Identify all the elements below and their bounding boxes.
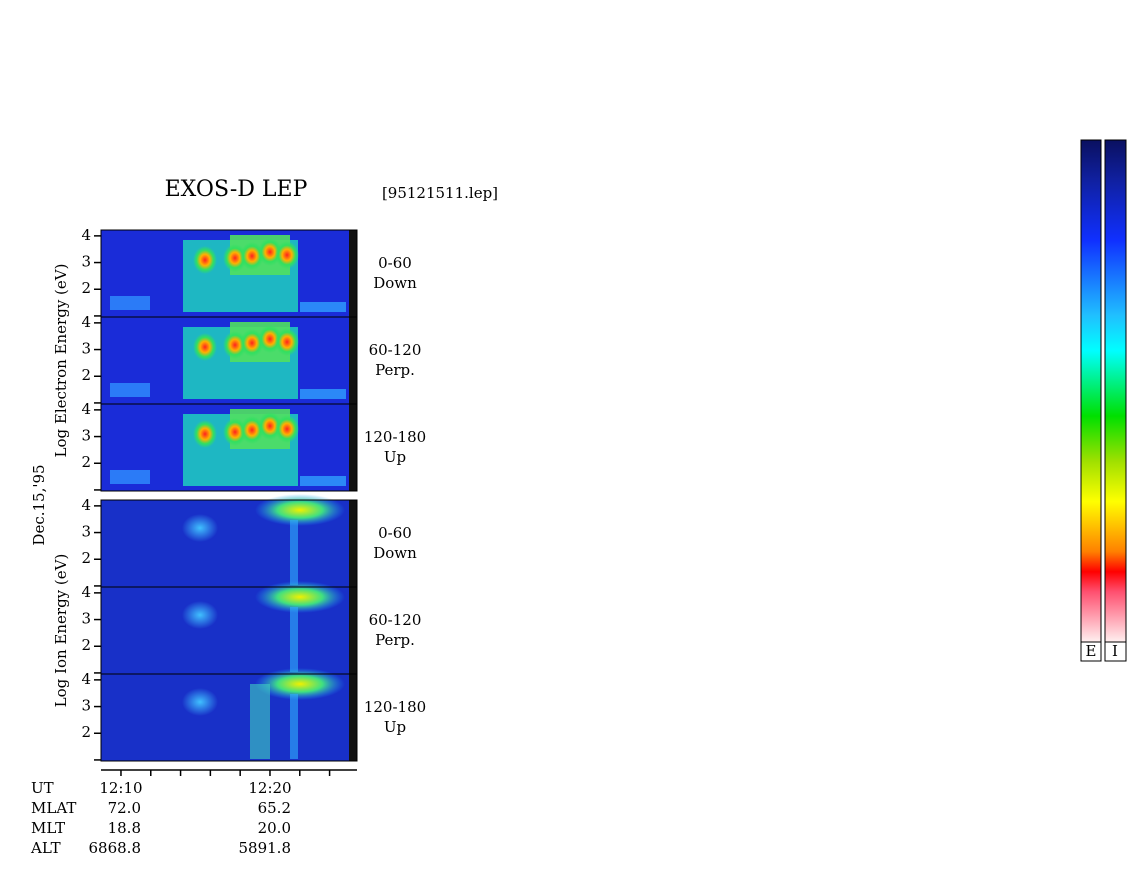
- y-tick-label: 3: [81, 523, 91, 541]
- ephemeris-value: 20.0: [258, 819, 291, 837]
- y-tick-label: 4: [81, 313, 91, 331]
- panel-label: Perp.: [375, 631, 415, 649]
- colorbar-label: E: [1086, 642, 1097, 660]
- panel-label: 120-180: [364, 428, 426, 446]
- low-energy-band: [110, 383, 150, 397]
- chart-title: EXOS-D LEP: [165, 177, 308, 202]
- intensity-peak: [240, 329, 264, 357]
- colorbar-label: I: [1112, 642, 1118, 660]
- panel-label: 120-180: [364, 698, 426, 716]
- ephemeris-label: MLAT: [31, 799, 76, 817]
- y-tick-label: 3: [81, 427, 91, 445]
- panel-label: 0-60: [378, 254, 412, 272]
- intensity-region: [182, 601, 218, 629]
- y-tick-label: 2: [81, 366, 91, 384]
- panel-label: Down: [373, 274, 417, 292]
- ephemeris-value: 6868.8: [89, 839, 142, 857]
- y-tick-label: 2: [81, 549, 91, 567]
- panel-label: Down: [373, 544, 417, 562]
- date-label: Dec.15,'95: [30, 464, 48, 545]
- panel-label: 60-120: [369, 341, 422, 359]
- x-tick-label: 12:10: [99, 779, 142, 797]
- colorbar-label-box: [1104, 641, 1127, 662]
- intensity-region: [182, 688, 218, 716]
- x-tick-label: 12:20: [248, 779, 291, 797]
- intensity-peak: [275, 241, 299, 269]
- intensity-peak: [240, 416, 264, 444]
- panel-label: 60-120: [369, 611, 422, 629]
- data-gap: [349, 674, 357, 761]
- low-energy-band: [110, 470, 150, 484]
- panel-frame: [100, 403, 358, 492]
- ephemeris-label: UT: [31, 779, 54, 797]
- y-tick-label: 4: [81, 496, 91, 514]
- ephemeris-label: MLT: [31, 819, 65, 837]
- y-tick-label: 4: [81, 400, 91, 418]
- ephemeris-label: ALT: [30, 839, 61, 857]
- low-energy-band: [110, 296, 150, 310]
- y-axis-label: Log Electron Energy (eV): [52, 264, 70, 458]
- panel-frame: [100, 673, 358, 762]
- y-tick-label: 3: [81, 697, 91, 715]
- panel-label: Perp.: [375, 361, 415, 379]
- file-label: [95121511.lep]: [382, 184, 498, 202]
- intensity-region: [255, 581, 345, 613]
- colorbar: [1104, 139, 1127, 643]
- ephemeris-value: 5891.8: [239, 839, 292, 857]
- intensity-streak: [250, 684, 270, 759]
- panel-label: Up: [384, 448, 406, 466]
- intensity-region: [255, 668, 345, 700]
- y-tick-label: 4: [81, 226, 91, 244]
- intensity-streak: [290, 520, 298, 585]
- intensity-streak: [290, 694, 298, 759]
- y-tick-label: 2: [81, 279, 91, 297]
- intensity-peak: [193, 420, 217, 448]
- low-energy-band: [300, 476, 346, 486]
- low-energy-band: [300, 302, 346, 312]
- intensity-peak: [275, 328, 299, 356]
- y-tick-label: 3: [81, 610, 91, 628]
- data-gap: [349, 587, 357, 674]
- panel-label: 0-60: [378, 524, 412, 542]
- ephemeris-value: 18.8: [108, 819, 141, 837]
- y-tick-label: 4: [81, 670, 91, 688]
- intensity-peak: [240, 242, 264, 270]
- y-tick-label: 3: [81, 253, 91, 271]
- data-gap: [349, 500, 357, 587]
- intensity-peak: [275, 415, 299, 443]
- y-tick-label: 2: [81, 723, 91, 741]
- y-tick-label: 2: [81, 453, 91, 471]
- y-tick-label: 3: [81, 340, 91, 358]
- intensity-streak: [290, 607, 298, 672]
- y-axis-label: Log Ion Energy (eV): [52, 554, 70, 708]
- intensity-peak: [193, 246, 217, 274]
- ephemeris-value: 65.2: [258, 799, 291, 817]
- intensity-region: [255, 494, 345, 526]
- data-gap: [349, 317, 357, 404]
- y-tick-label: 2: [81, 636, 91, 654]
- ephemeris-value: 72.0: [108, 799, 141, 817]
- intensity-region: [182, 514, 218, 542]
- colorbar: [1080, 139, 1102, 643]
- data-gap: [349, 230, 357, 317]
- y-tick-label: 4: [81, 583, 91, 601]
- low-energy-band: [300, 389, 346, 399]
- colorbar-label-box: [1080, 641, 1102, 662]
- panel-label: Up: [384, 718, 406, 736]
- data-gap: [349, 404, 357, 491]
- intensity-peak: [193, 333, 217, 361]
